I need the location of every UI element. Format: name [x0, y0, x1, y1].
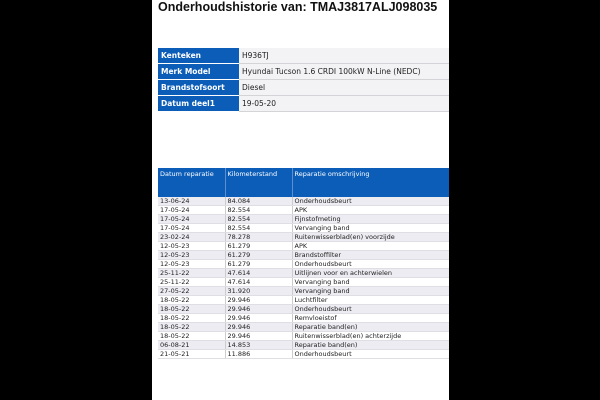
description-cell: APK — [292, 205, 449, 215]
date-cell: 25-11-22 — [158, 277, 226, 287]
mileage-cell: 31.920 — [225, 286, 293, 296]
date-cell: 17-05-24 — [158, 223, 226, 233]
description-cell: Onderhoudsbeurt — [292, 349, 449, 359]
mileage-cell: 29.946 — [225, 322, 293, 332]
table-row: 18-05-22 29.946 Ruitenwisserblad(en) achte… — [158, 331, 449, 341]
date-cell: 18-05-22 — [158, 313, 226, 323]
mileage-cell: 84.084 — [225, 197, 293, 206]
table-row: 17-05-24 82.554 Fijnstofmeting — [158, 214, 449, 224]
description-cell: APK — [292, 241, 449, 251]
mileage-cell: 29.946 — [225, 304, 293, 314]
description-cell: Vervanging band — [292, 286, 449, 296]
date-cell: 12-05-23 — [158, 259, 226, 269]
date-cell: 25-11-22 — [158, 268, 226, 278]
table-row: 18-05-22 29.946 Reparatie band(en) — [158, 322, 449, 332]
table-row: 12-05-23 61.279 Onderhoudsbeurt — [158, 259, 449, 269]
mileage-cell: 47.614 — [225, 277, 293, 287]
description-cell: Luchtfilter — [292, 295, 449, 305]
date-cell: 27-05-22 — [158, 286, 226, 296]
description-cell: Ruitenwisserblad(en) achterzijde — [292, 331, 449, 341]
table-row: 12-05-23 61.279 APK — [158, 241, 449, 251]
header-description: Reparatie omschrijving — [292, 168, 449, 197]
info-label: Datum deel1 — [158, 95, 239, 112]
mileage-cell: 47.614 — [225, 268, 293, 278]
table-row: 18-05-22 29.946 Onderhoudsbeurt — [158, 304, 449, 314]
date-cell: 23-02-24 — [158, 232, 226, 242]
info-label: Merk Model — [158, 63, 239, 80]
date-cell: 18-05-22 — [158, 331, 226, 341]
date-cell: 18-05-22 — [158, 304, 226, 314]
mileage-cell: 82.554 — [225, 214, 293, 224]
description-cell: Onderhoudsbeurt — [292, 259, 449, 269]
mileage-cell: 14.853 — [225, 340, 293, 350]
mileage-cell: 29.946 — [225, 313, 293, 323]
mileage-cell: 61.279 — [225, 250, 293, 260]
mileage-cell: 61.279 — [225, 241, 293, 251]
info-row: Merk Model Hyundai Tucson 1.6 CRDI 100kW … — [158, 63, 449, 80]
info-value: Hyundai Tucson 1.6 CRDI 100kW N-Line (NE… — [239, 63, 449, 80]
date-cell: 18-05-22 — [158, 322, 226, 332]
description-cell: Ruitenwisserblad(en) voorzijde — [292, 232, 449, 242]
description-cell: Fijnstofmeting — [292, 214, 449, 224]
mileage-cell: 29.946 — [225, 295, 293, 305]
table-row: 12-05-23 61.279 Brandstoffilter — [158, 250, 449, 260]
info-row: Kenteken H936TJ — [158, 48, 449, 64]
table-row: 06-08-21 14.853 Reparatie band(en) — [158, 340, 449, 350]
table-row: 21-05-21 11.886 Onderhoudsbeurt — [158, 349, 449, 359]
date-cell: 12-05-23 — [158, 250, 226, 260]
table-row: 23-02-24 78.278 Ruitenwisserblad(en) voorz… — [158, 232, 449, 242]
description-cell: Reparatie band(en) — [292, 340, 449, 350]
date-cell: 18-05-22 — [158, 295, 226, 305]
date-cell: 13-06-24 — [158, 197, 226, 206]
info-value: H936TJ — [239, 48, 449, 64]
vehicle-info-table: Kenteken H936TJ Merk Model Hyundai Tucson 1… — [158, 48, 449, 112]
page-title: Onderhoudshistorie van: TMAJ3817ALJ09803… — [158, 0, 438, 14]
info-label: Kenteken — [158, 48, 239, 64]
description-cell: Vervanging band — [292, 223, 449, 233]
info-label: Brandstofsoort — [158, 79, 239, 96]
table-row: 25-11-22 47.614 Vervanging band — [158, 277, 449, 287]
info-value: Diesel — [239, 79, 449, 96]
mileage-cell: 82.554 — [225, 223, 293, 233]
description-cell: Brandstoffilter — [292, 250, 449, 260]
description-cell: Reparatie band(en) — [292, 322, 449, 332]
mileage-cell: 78.278 — [225, 232, 293, 242]
info-value: 19-05-20 — [239, 95, 449, 112]
info-row: Brandstofsoort Diesel — [158, 79, 449, 96]
mileage-cell: 61.279 — [225, 259, 293, 269]
table-row: 17-05-24 82.554 Vervanging band — [158, 223, 449, 233]
date-cell: 12-05-23 — [158, 241, 226, 251]
date-cell: 21-05-21 — [158, 349, 226, 359]
header-mileage: Kilometerstand — [225, 168, 293, 197]
maintenance-history-table: Datum reparatie Kilometerstand Reparatie… — [158, 168, 449, 359]
table-row: 13-06-24 84.084 Onderhoudsbeurt — [158, 197, 449, 206]
table-header-row: Datum reparatie Kilometerstand Reparatie… — [158, 168, 449, 197]
table-row: 17-05-24 82.554 APK — [158, 205, 449, 215]
document-page: Onderhoudshistorie van: TMAJ3817ALJ09803… — [152, 0, 449, 400]
date-cell: 17-05-24 — [158, 214, 226, 224]
description-cell: Vervanging band — [292, 277, 449, 287]
description-cell: Remvloeistof — [292, 313, 449, 323]
mileage-cell: 29.946 — [225, 331, 293, 341]
date-cell: 06-08-21 — [158, 340, 226, 350]
table-row: 25-11-22 47.614 Uitlijnen voor en achterwi… — [158, 268, 449, 278]
description-cell: Uitlijnen voor en achterwielen — [292, 268, 449, 278]
table-row: 27-05-22 31.920 Vervanging band — [158, 286, 449, 296]
table-row: 18-05-22 29.946 Luchtfilter — [158, 295, 449, 305]
table-row: 18-05-22 29.946 Remvloeistof — [158, 313, 449, 323]
info-row: Datum deel1 19-05-20 — [158, 95, 449, 112]
mileage-cell: 11.886 — [225, 349, 293, 359]
description-cell: Onderhoudsbeurt — [292, 304, 449, 314]
description-cell: Onderhoudsbeurt — [292, 197, 449, 206]
mileage-cell: 82.554 — [225, 205, 293, 215]
date-cell: 17-05-24 — [158, 205, 226, 215]
header-date: Datum reparatie — [158, 168, 226, 197]
